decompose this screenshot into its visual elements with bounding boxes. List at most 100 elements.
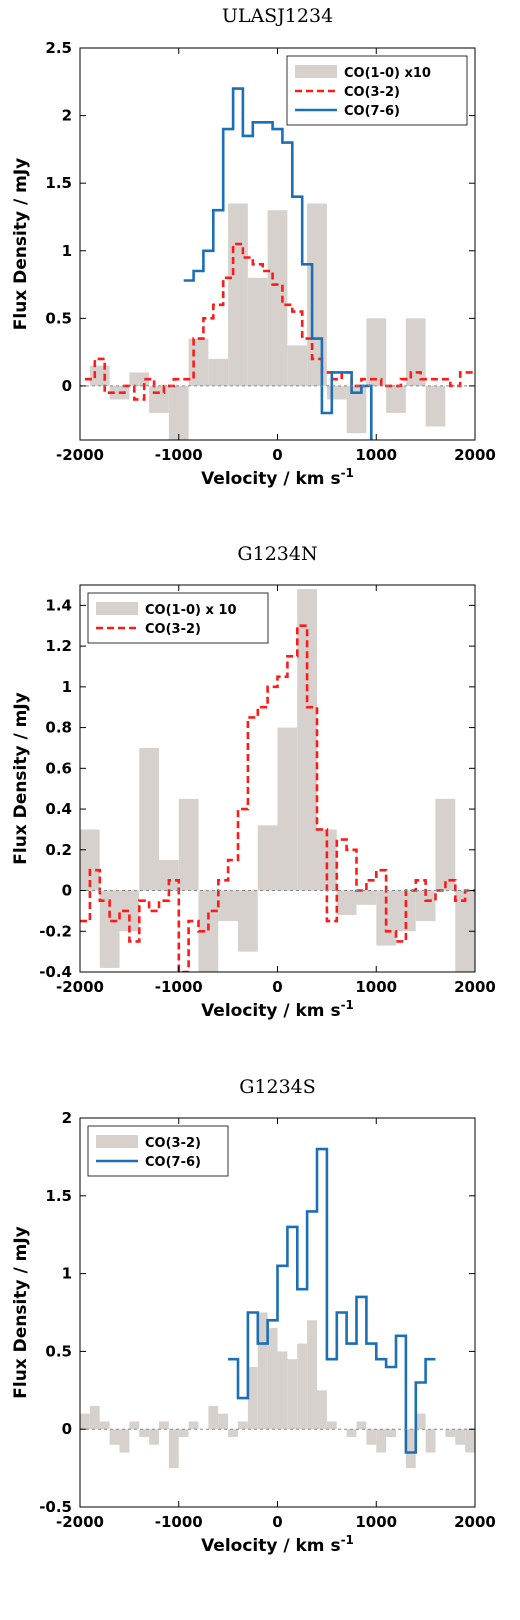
bar-co-1-0-x-10 — [99, 890, 120, 968]
bar-co-3-2- — [277, 1351, 288, 1430]
chart-title: G1234N — [237, 543, 317, 565]
y-tick-label: 1.5 — [45, 1187, 72, 1205]
bar-co-3-2- — [109, 1429, 120, 1445]
chart-panel-3: -2000 -1000 0 1000 2000 -0.5 0 0.5 1 1.5 2 G1234S Ve… — [11, 1076, 496, 1556]
y-tick-label: 0 — [62, 1420, 72, 1438]
x-tick-label: -1000 — [155, 1513, 203, 1531]
bar-co-3-2- — [178, 1429, 189, 1437]
bar-co-1-0-x10 — [208, 358, 229, 386]
x-tick-label: 0 — [272, 446, 282, 464]
bar-co-1-0-x10 — [386, 385, 406, 413]
legend-swatch — [295, 65, 337, 78]
bar-co-1-0-x10 — [168, 385, 189, 440]
y-tick-label: 1.5 — [45, 174, 72, 192]
x-tick-label: 2000 — [454, 446, 496, 464]
bar-co-3-2- — [218, 1413, 229, 1430]
legend-label: CO(3-2) — [145, 1136, 201, 1151]
bar-co-3-2- — [376, 1429, 387, 1453]
bar-co-3-2- — [119, 1429, 130, 1453]
bar-co-1-0-x10 — [247, 277, 268, 386]
legend-label: CO(1-0) x 10 — [145, 603, 237, 618]
legend-box — [87, 592, 269, 644]
bar-co-1-0-x-10 — [218, 890, 238, 922]
y-tick-label: 1 — [62, 1265, 72, 1283]
legend-label: CO(7-6) — [145, 1155, 201, 1170]
legend: CO(1-0) x 10 CO(3-2) — [87, 592, 269, 644]
legend-label: CO(3-2) — [145, 622, 201, 637]
bar-co-1-0-x-10 — [277, 727, 298, 891]
bar-co-1-0-x10 — [129, 372, 150, 386]
plot-area — [80, 589, 475, 972]
x-tick-label: -1000 — [155, 446, 203, 464]
series-line-co-7-6- — [183, 87, 373, 440]
bar-co-1-0-x10 — [149, 385, 169, 413]
bar-co-3-2- — [445, 1429, 456, 1437]
y-tick-label: 1 — [62, 678, 72, 696]
series-line-co-3-2- — [84, 242, 475, 401]
bar-co-3-2- — [307, 1320, 317, 1430]
bar-co-3-2- — [405, 1429, 416, 1469]
bar-co-3-2- — [188, 1421, 199, 1430]
bar-co-3-2- — [326, 1421, 337, 1430]
chart-title: ULASJ1234 — [222, 5, 333, 27]
legend: CO(1-0) x10 CO(3-2) CO(7-6) — [286, 55, 468, 126]
series-line-co-7-6- — [228, 1147, 436, 1454]
bar-co-1-0-x-10 — [317, 829, 337, 891]
bar-co-3-2- — [386, 1429, 396, 1437]
y-tick-label: -0.4 — [39, 963, 72, 981]
y-tick-label: -0.2 — [39, 922, 72, 940]
x-tick-label: 0 — [272, 978, 282, 996]
bar-co-3-2- — [129, 1421, 140, 1430]
bar-co-1-0-x10 — [405, 318, 426, 386]
legend-swatch — [96, 602, 138, 615]
bar-co-1-0-x-10 — [336, 890, 357, 915]
y-tick-label: 2 — [62, 1109, 72, 1127]
y-tick-label: 0.8 — [45, 719, 72, 737]
bar-co-1-0-x-10 — [178, 798, 199, 891]
bar-co-3-2- — [287, 1359, 298, 1430]
x-axis-label-superscript: -1 — [341, 1533, 354, 1547]
x-axis-label-superscript: -1 — [341, 998, 354, 1012]
bar-co-1-0-x-10 — [396, 890, 416, 932]
legend: CO(3-2) CO(7-6) — [87, 1125, 229, 1177]
legend-label: CO(1-0) x10 — [344, 66, 431, 81]
x-tick-label: -2000 — [56, 1513, 104, 1531]
x-axis-label: Velocity / km s-1 — [201, 466, 354, 489]
bar-co-3-2- — [80, 1413, 90, 1430]
bar-co-1-0-x10 — [287, 345, 308, 386]
bar-co-1-0-x-10 — [356, 890, 377, 905]
bar-co-1-0-x-10 — [435, 798, 456, 891]
bar-co-3-2- — [356, 1421, 367, 1430]
x-axis-label-superscript: -1 — [341, 466, 354, 480]
x-tick-label: 1000 — [355, 978, 397, 996]
bar-co-3-2- — [425, 1429, 436, 1453]
bar-co-1-0-x-10 — [119, 890, 140, 932]
legend-label: CO(3-2) — [344, 85, 400, 100]
y-axis-label: Flux Density / mJy — [11, 692, 31, 865]
bar-co-1-0-x-10 — [415, 890, 436, 922]
bar-co-1-0-x10 — [307, 203, 327, 386]
bar-co-1-0-x10 — [346, 385, 367, 434]
y-tick-label: 1.4 — [45, 596, 72, 614]
x-tick-label: -2000 — [56, 978, 104, 996]
bar-co-1-0-x10 — [366, 318, 387, 386]
legend-swatch — [96, 1135, 138, 1148]
bar-co-3-2- — [297, 1343, 308, 1430]
bar-co-3-2- — [415, 1413, 426, 1430]
x-tick-label: 0 — [272, 1513, 282, 1531]
bar-co-3-2- — [257, 1312, 268, 1430]
bar-co-1-0-x10 — [326, 385, 347, 400]
bar-co-1-0-x10 — [89, 365, 110, 386]
x-tick-label: -1000 — [155, 978, 203, 996]
y-tick-label: 0.5 — [45, 1342, 72, 1360]
bar-co-1-0-x10 — [188, 338, 209, 386]
x-axis-label-text: Velocity / km s — [201, 1536, 340, 1556]
y-axis-label: Flux Density / mJy — [11, 1226, 31, 1399]
bar-co-3-2- — [149, 1429, 159, 1445]
bar-co-1-0-x-10 — [139, 747, 159, 891]
chart-panel-2: -2000 -1000 0 1000 2000 -0.4 -0.2 0 0.2 0.4 0.6 0.8… — [11, 543, 496, 1021]
bar-co-1-0-x-10 — [297, 589, 317, 891]
x-tick-label: -2000 — [56, 446, 104, 464]
y-tick-label: 1.2 — [45, 637, 72, 655]
